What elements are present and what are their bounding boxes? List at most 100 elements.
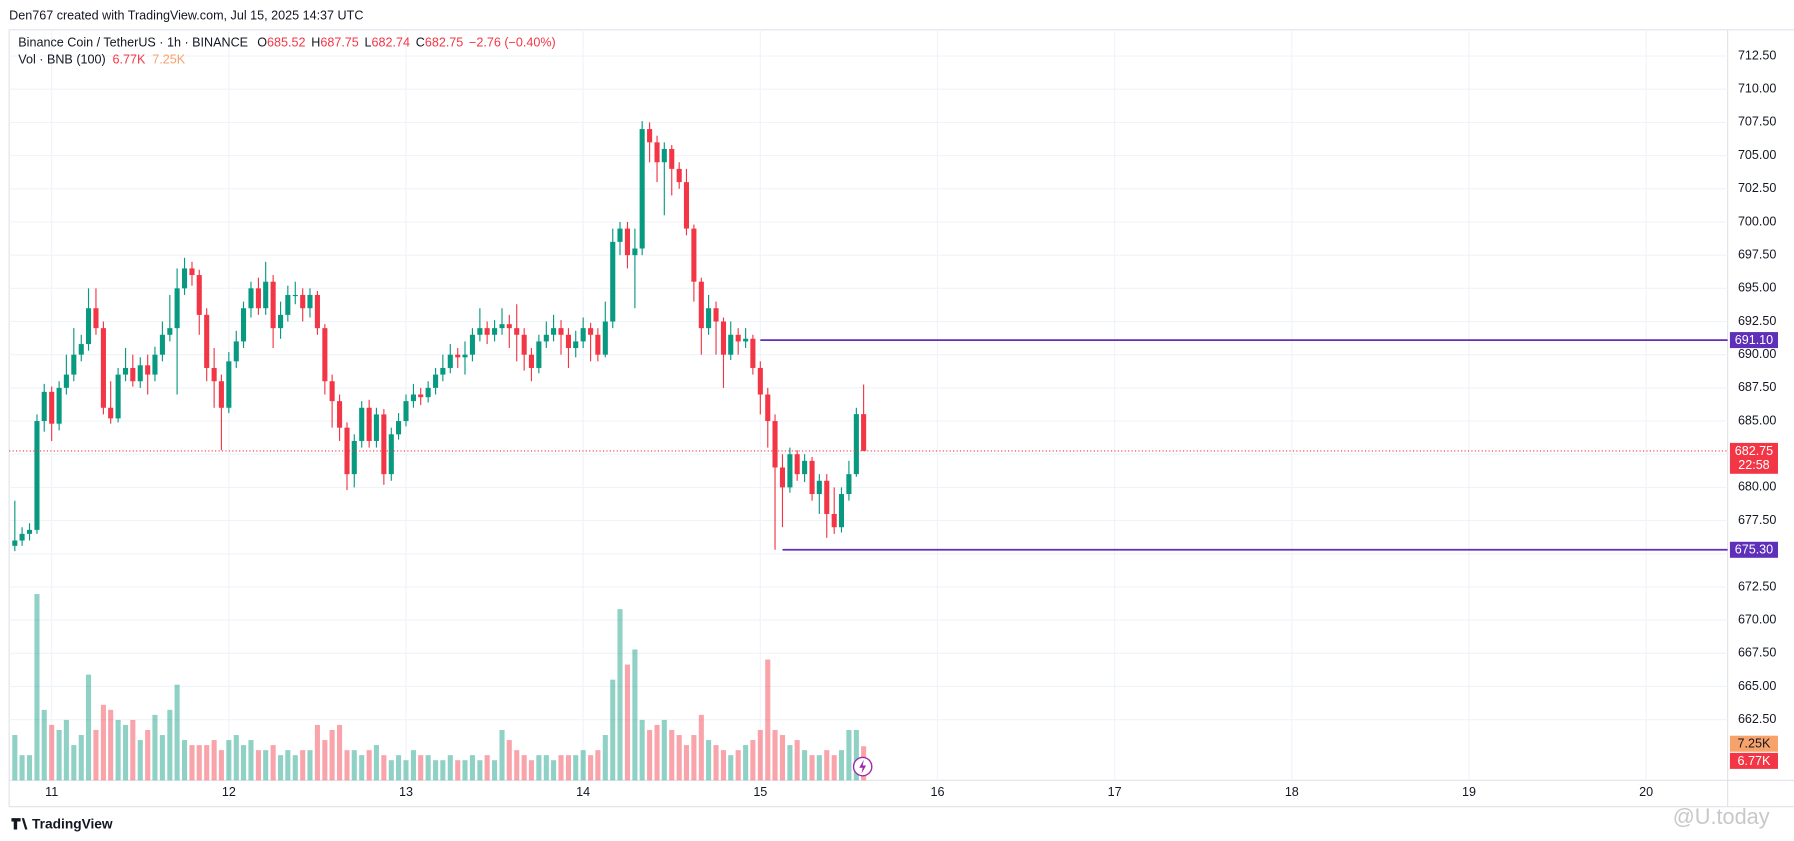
legend-volume: Vol · BNB (100) 6.77K 7.25K: [18, 53, 185, 67]
y-tick-label: 670.00: [1738, 612, 1776, 626]
candle-body: [233, 341, 239, 362]
candle-body: [19, 533, 25, 541]
volume-bar: [543, 755, 549, 781]
volume-last-badge-label: 6.77K: [1738, 754, 1771, 768]
volume-bar: [300, 750, 306, 781]
candle-body: [71, 354, 77, 375]
volume-bar: [314, 724, 320, 781]
volume-bar: [292, 755, 298, 781]
volume-bar: [706, 740, 712, 781]
volume-bar: [447, 755, 453, 781]
candle-body: [846, 474, 852, 495]
candle-body: [85, 308, 92, 345]
volume-bar: [757, 729, 763, 781]
candle-body: [226, 361, 232, 408]
candle-body: [728, 334, 734, 355]
volume-bar: [108, 709, 114, 781]
volume-bar: [381, 755, 387, 781]
candle-body: [802, 460, 808, 475]
candle-body: [447, 354, 453, 368]
volume-bar: [506, 740, 512, 781]
volume-bar: [388, 760, 394, 781]
volume-bar: [285, 750, 291, 781]
volume-bar: [78, 735, 84, 781]
ohlc-value: 682.75: [425, 36, 463, 50]
level-label: 691.10: [1735, 333, 1773, 347]
candle-body: [676, 168, 682, 183]
candle-body: [174, 288, 180, 329]
volume-bar: [676, 735, 682, 781]
volume-bar: [831, 755, 837, 781]
candle-body: [816, 480, 822, 495]
volume-bar: [240, 745, 247, 781]
candle-body: [506, 324, 512, 329]
candle-body: [204, 314, 210, 368]
volume-bar: [26, 755, 33, 781]
symbol: Binance Coin / TetherUS · 1h · BINANCE: [18, 36, 248, 50]
candle-body: [123, 367, 129, 375]
candle-body: [706, 308, 712, 329]
volume-bar: [204, 745, 210, 781]
volume-bar: [307, 750, 313, 781]
y-tick-label: 705.00: [1738, 148, 1776, 162]
volume-bar: [698, 714, 704, 781]
volume-bar: [772, 729, 778, 781]
plot: 11 12 13 14 15 16 17 18 19 20 662.50 665.00 667.50 67…: [9, 29, 1776, 799]
y-tick-label: 712.50: [1738, 48, 1776, 62]
volume-bar: [617, 609, 623, 781]
volume-bar: [63, 719, 69, 781]
volume-bar: [728, 755, 734, 781]
volume-bar: [130, 719, 136, 781]
candle-body: [691, 228, 697, 282]
candle-body: [63, 374, 69, 388]
level-badge: [1729, 332, 1778, 349]
volume-bar: [750, 740, 756, 781]
candle-body: [661, 148, 667, 163]
candle-body: [543, 334, 549, 342]
candle-body: [34, 421, 40, 530]
candle-body: [624, 228, 630, 256]
candle-body: [285, 294, 291, 315]
candle-body: [240, 308, 247, 342]
candle-body: [595, 334, 601, 355]
candle-body: [617, 228, 623, 242]
ohlc-label: L: [365, 36, 372, 50]
volume-bar: [93, 729, 99, 781]
volume-bar: [720, 750, 727, 781]
candle-body: [307, 294, 313, 309]
candle-body: [698, 281, 704, 329]
brand-logo: [11, 818, 28, 830]
candle-body: [720, 321, 727, 355]
ohlc-value: 685.52: [267, 36, 305, 50]
candle-body: [248, 288, 254, 309]
volume-ma-badge-label: 7.25K: [1738, 737, 1771, 751]
x-tick-label: 19: [1462, 785, 1476, 799]
candle-body: [49, 391, 55, 424]
candle-body: [93, 308, 99, 329]
y-tick-label: 680.00: [1738, 480, 1776, 494]
candle-body: [359, 407, 365, 441]
candle-body: [610, 241, 616, 322]
candle-body: [410, 394, 416, 402]
volume-bar: [469, 755, 475, 781]
volume-bar: [85, 674, 92, 781]
candle-body: [167, 328, 173, 335]
volume-bar: [499, 729, 505, 781]
volume-bar: [647, 729, 653, 781]
candle-body: [499, 324, 505, 329]
candle-body: [218, 381, 224, 408]
volume-bar: [573, 755, 579, 781]
volume-bar: [794, 740, 800, 781]
candle-body: [270, 281, 276, 329]
candle-body: [469, 334, 475, 355]
x-tick-label: 11: [45, 785, 58, 799]
ohlc-value: 682.74: [372, 36, 410, 50]
candle-body: [403, 401, 409, 422]
ohlc-label: H: [311, 36, 320, 50]
y-tick-label: 667.50: [1738, 646, 1776, 660]
volume-last: 6.77K: [113, 53, 146, 67]
volume-bar: [145, 729, 151, 781]
ohlc-label: C: [416, 36, 425, 50]
volume-bar: [196, 745, 202, 781]
candle-body: [292, 294, 298, 297]
